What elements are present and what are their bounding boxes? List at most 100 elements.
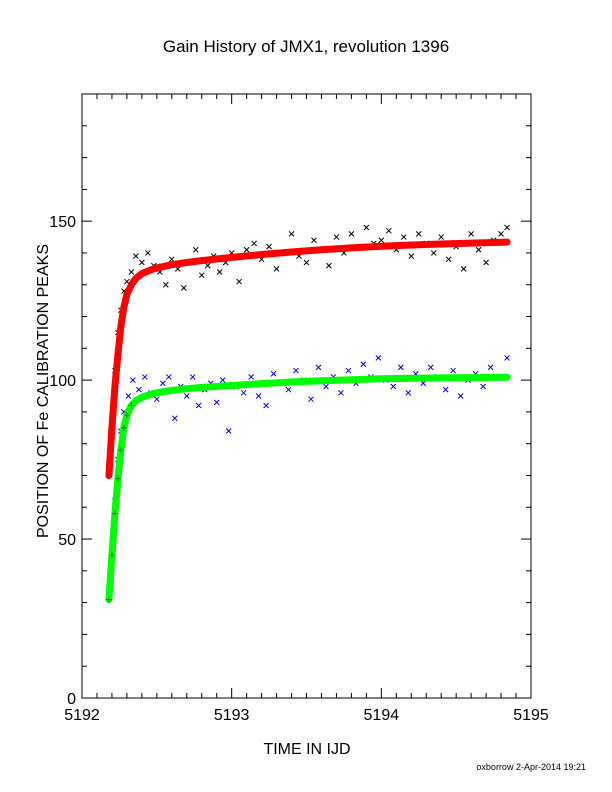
green-start-mark bbox=[114, 475, 121, 482]
red-start-mark bbox=[117, 323, 124, 330]
red-start-mark bbox=[123, 291, 130, 298]
series-1-point bbox=[338, 389, 344, 396]
y-tick-label: 100 bbox=[49, 373, 76, 390]
series-0-point bbox=[438, 234, 445, 240]
series-0-point bbox=[139, 259, 145, 266]
series-0-point bbox=[162, 281, 169, 288]
series-1-point bbox=[457, 393, 464, 399]
series-0-point bbox=[243, 246, 250, 253]
series-0-point bbox=[408, 253, 415, 259]
series-0-point bbox=[180, 285, 187, 291]
series-0-point bbox=[348, 231, 355, 237]
green-start-mark bbox=[108, 551, 115, 558]
red-start-mark bbox=[111, 383, 118, 390]
green-start-mark bbox=[120, 424, 127, 431]
series-1-point bbox=[360, 361, 367, 368]
green-start-mark bbox=[117, 447, 124, 454]
series-0-point bbox=[236, 278, 243, 285]
series-1-point bbox=[442, 386, 449, 393]
y-tick-label: 50 bbox=[58, 532, 76, 549]
series-1-point bbox=[195, 402, 202, 409]
red-start-mark bbox=[120, 303, 127, 310]
series-0-point bbox=[475, 246, 482, 253]
green-start-mark bbox=[128, 402, 135, 409]
series-0-point bbox=[273, 265, 280, 272]
series-1-point bbox=[183, 393, 190, 399]
series-1-point bbox=[165, 374, 172, 380]
series-0-point bbox=[445, 256, 452, 263]
series-0-point bbox=[288, 231, 295, 237]
red-start-mark bbox=[105, 472, 112, 479]
series-1-point bbox=[397, 364, 404, 371]
series-0-point bbox=[460, 265, 467, 272]
series-1-point bbox=[405, 389, 412, 396]
series-0-point bbox=[504, 224, 510, 231]
series-1-point bbox=[345, 367, 352, 374]
series-1-point bbox=[255, 393, 262, 399]
series-3-fit-line bbox=[105, 373, 511, 603]
series-0-point bbox=[483, 259, 489, 266]
series-1-point bbox=[315, 364, 322, 371]
y-axis-label: POSITION OF Fe CALIBRATION PEAKS bbox=[35, 244, 52, 538]
series-0-point bbox=[468, 231, 474, 237]
red-start-mark bbox=[114, 351, 121, 358]
series-1-point bbox=[285, 386, 292, 393]
series-0-point bbox=[311, 237, 317, 244]
series-1-point bbox=[390, 383, 397, 390]
series-1-point bbox=[125, 393, 132, 399]
series-1-point bbox=[487, 364, 494, 371]
series-0-point bbox=[266, 243, 272, 250]
red-start-mark bbox=[128, 281, 135, 288]
series-1-point bbox=[270, 370, 277, 377]
series-1-point bbox=[136, 386, 142, 393]
series-1-point bbox=[153, 396, 160, 403]
series-0-point bbox=[204, 262, 211, 269]
series-1-point bbox=[293, 367, 299, 374]
series-1-point bbox=[308, 396, 314, 403]
series-0-point bbox=[415, 231, 422, 237]
series-1-point bbox=[420, 380, 427, 387]
series-0-point bbox=[216, 269, 223, 275]
green-start-mark bbox=[123, 412, 130, 419]
y-tick-label: 150 bbox=[49, 214, 76, 231]
series-0-point bbox=[133, 253, 139, 259]
series-0-point bbox=[430, 250, 437, 256]
series-1-point bbox=[213, 399, 220, 406]
series-0-point bbox=[251, 240, 257, 247]
series-1-point bbox=[171, 415, 178, 422]
series-1-point bbox=[240, 389, 247, 396]
series-1-point bbox=[159, 380, 166, 387]
series-1-point bbox=[130, 377, 136, 383]
x-tick-label: 5193 bbox=[214, 707, 250, 724]
series-1-point bbox=[225, 428, 232, 434]
series-0-point bbox=[400, 234, 407, 240]
series-1-point bbox=[248, 374, 254, 380]
series-0-point bbox=[378, 237, 385, 244]
series-0-point bbox=[128, 269, 135, 275]
series-0-point bbox=[333, 234, 340, 240]
x-tick-label: 5195 bbox=[513, 707, 549, 724]
series-1-point bbox=[480, 383, 486, 390]
series-1-point bbox=[142, 374, 148, 380]
y-tick-label: 0 bbox=[67, 691, 76, 708]
red-start-mark bbox=[108, 424, 115, 431]
chart-title: Gain History of JMX1, revolution 1396 bbox=[163, 37, 449, 56]
series-0-point bbox=[303, 259, 310, 266]
series-1-point bbox=[219, 377, 226, 383]
series-1-point bbox=[323, 383, 329, 390]
series-1-point bbox=[189, 374, 196, 380]
series-1-point bbox=[375, 354, 382, 361]
plot-area: 5192 5193 5194 5195 0 50 100 150 bbox=[49, 93, 549, 724]
series-1-point bbox=[504, 354, 510, 361]
green-start-mark bbox=[111, 510, 118, 517]
series-0-point bbox=[363, 224, 370, 231]
series-0-point bbox=[192, 246, 199, 253]
x-tick-label: 5192 bbox=[64, 707, 100, 724]
x-axis-label: TIME IN IJD bbox=[263, 741, 350, 758]
series-0-point bbox=[385, 227, 392, 234]
series-1-point bbox=[450, 367, 457, 374]
series-0-point bbox=[144, 250, 151, 256]
series-0-point bbox=[198, 272, 205, 279]
series-1-point bbox=[263, 402, 269, 409]
